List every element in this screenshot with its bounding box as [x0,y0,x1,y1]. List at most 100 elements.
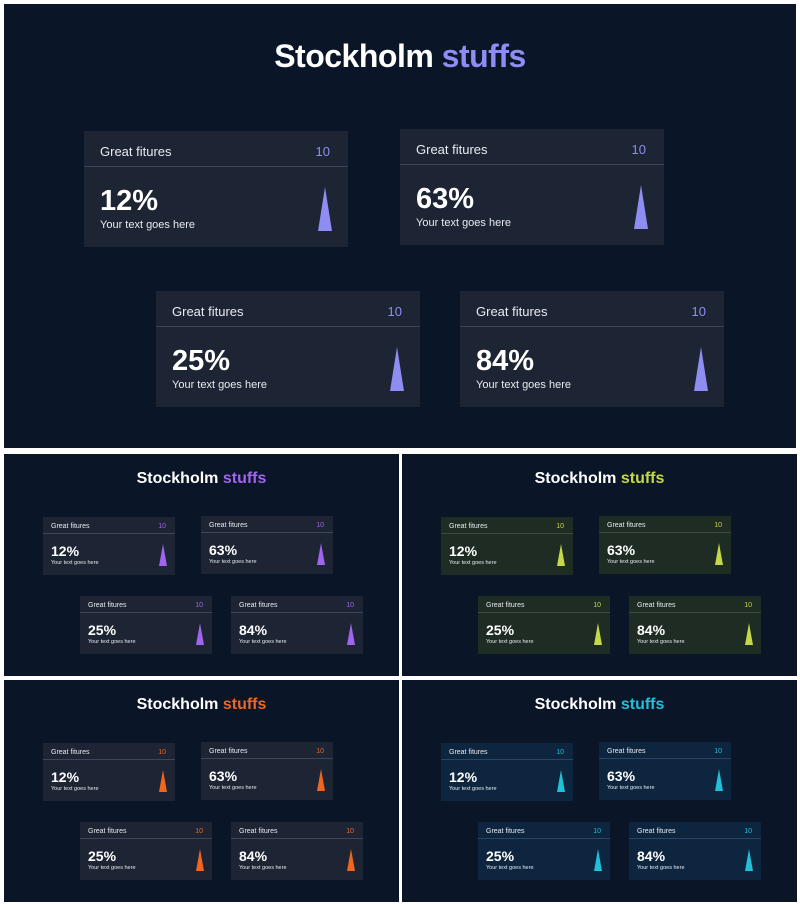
card-divider [84,166,348,167]
triangle-icon [390,347,404,391]
title-main: Stockholm [274,38,434,74]
triangle-icon [694,347,708,391]
card-caption: Your text goes here [51,786,99,792]
title-main: Stockholm [136,470,219,487]
card-divider [231,838,363,839]
slide-variant-purple: Stockholm stuffs Great fitures 10 12% Yo… [4,454,399,676]
triangle-icon [318,187,332,231]
feature-card: Great fitures 10 84% Your text goes here [629,596,761,654]
feature-card: Great fitures 10 84% Your text goes here [460,291,724,407]
card-number: 10 [556,749,564,756]
feature-card: Great fitures 10 63% Your text goes here [599,516,731,574]
card-percent: 63% [209,768,238,784]
card-divider [599,532,731,533]
card-label: Great fitures [486,828,525,835]
card-label: Great fitures [449,749,488,756]
card-caption: Your text goes here [416,217,511,229]
triangle-icon [196,623,204,645]
feature-card: Great fitures 10 63% Your text goes here [201,516,333,574]
feature-card: Great fitures 10 25% Your text goes here [80,596,212,654]
card-number: 10 [158,749,166,756]
card-caption: Your text goes here [209,559,257,565]
card-caption: Your text goes here [607,785,655,791]
title-accent: stuffs [620,470,665,487]
triangle-icon [159,544,167,566]
card-percent: 25% [88,848,117,864]
card-divider [80,838,212,839]
card-divider [201,758,333,759]
card-divider [231,612,363,613]
card-label: Great fitures [637,828,676,835]
feature-card: Great fitures 10 63% Your text goes here [201,742,333,800]
card-percent: 12% [51,769,80,785]
card-label: Great fitures [88,828,127,835]
feature-card: Great fitures 10 12% Your text goes here [43,517,175,575]
card-label: Great fitures [209,748,248,755]
card-caption: Your text goes here [486,865,534,871]
card-percent: 25% [486,848,515,864]
title-main: Stockholm [534,470,617,487]
card-label: Great fitures [486,602,525,609]
card-percent: 12% [449,543,478,559]
feature-card: Great fitures 10 25% Your text goes here [478,596,610,654]
card-divider [43,759,175,760]
card-percent: 25% [172,345,231,377]
title-main: Stockholm [136,696,219,713]
triangle-icon [196,849,204,871]
card-caption: Your text goes here [100,219,195,231]
feature-card: Great fitures 10 12% Your text goes here [441,517,573,575]
card-percent: 84% [637,622,666,638]
card-number: 10 [158,523,166,530]
triangle-icon [159,770,167,792]
card-divider [156,326,420,327]
card-number: 10 [316,748,324,755]
card-divider [80,612,212,613]
title-accent: stuffs [620,696,665,713]
slide-title: Stockholm stuffs [4,696,399,714]
card-divider [629,612,761,613]
triangle-icon [715,543,723,565]
slide-title: Stockholm stuffs [402,696,797,714]
feature-card: Great fitures 10 84% Your text goes here [231,596,363,654]
feature-card: Great fitures 10 12% Your text goes here [84,131,348,247]
card-label: Great fitures [449,523,488,530]
card-label: Great fitures [416,142,488,157]
card-divider [478,612,610,613]
feature-card: Great fitures 10 25% Your text goes here [156,291,420,407]
feature-card: Great fitures 10 84% Your text goes here [231,822,363,880]
card-percent: 84% [476,345,535,377]
card-divider [629,838,761,839]
feature-card: Great fitures 10 12% Your text goes here [441,743,573,801]
slide-variant-orange: Stockholm stuffs Great fitures 10 12% Yo… [4,680,399,902]
card-divider [441,533,573,534]
card-percent: 84% [239,848,268,864]
card-number: 10 [631,142,646,157]
card-caption: Your text goes here [449,786,497,792]
card-caption: Your text goes here [209,785,257,791]
card-number: 10 [744,602,752,609]
card-label: Great fitures [239,828,278,835]
card-number: 10 [593,828,601,835]
triangle-icon [317,769,325,791]
card-caption: Your text goes here [51,560,99,566]
triangle-icon [557,770,565,792]
card-number: 10 [714,748,722,755]
card-percent: 63% [209,542,238,558]
card-label: Great fitures [172,304,244,319]
card-caption: Your text goes here [239,865,287,871]
card-caption: Your text goes here [607,559,655,565]
feature-card: Great fitures 10 25% Your text goes here [80,822,212,880]
feature-card: Great fitures 10 63% Your text goes here [599,742,731,800]
triangle-icon [317,543,325,565]
title-main: Stockholm [534,696,617,713]
triangle-icon [594,849,602,871]
slide-main: Stockholm stuffs Great fitures 10 12% Yo… [4,4,796,448]
card-label: Great fitures [607,522,646,529]
triangle-icon [347,623,355,645]
feature-card: Great fitures 10 25% Your text goes here [478,822,610,880]
triangle-icon [557,544,565,566]
card-number: 10 [714,522,722,529]
card-percent: 25% [486,622,515,638]
card-caption: Your text goes here [172,379,267,391]
card-percent: 12% [449,769,478,785]
